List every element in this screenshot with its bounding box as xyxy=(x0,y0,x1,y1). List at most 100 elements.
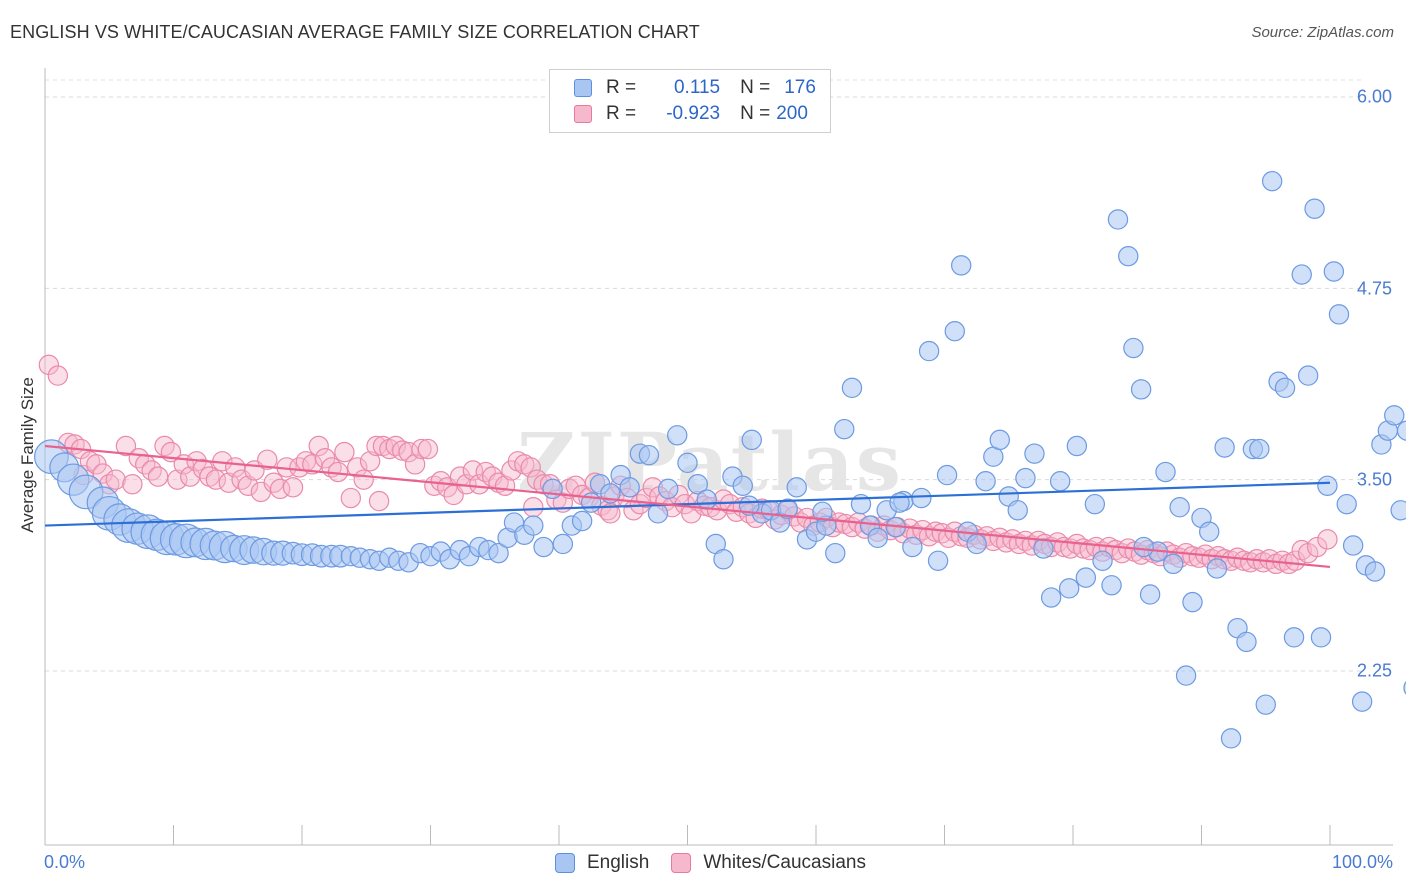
y-axis-label: Average Family Size xyxy=(18,377,37,533)
english-point xyxy=(687,474,708,495)
english-point xyxy=(1328,304,1350,325)
legend-label-white: Whites/Caucasians xyxy=(703,852,866,873)
legend-r-value: 0.115 xyxy=(673,77,721,98)
white-point xyxy=(269,478,291,500)
legend-row-white: R = -0.923 N = 200 xyxy=(574,102,808,126)
english-point xyxy=(1283,627,1305,648)
legend-n-value: 176 xyxy=(784,77,816,98)
y-tick-label: 4.75 xyxy=(1356,278,1392,299)
english-point xyxy=(533,536,554,558)
english-point xyxy=(677,452,698,474)
english-point xyxy=(1236,631,1257,653)
english-point xyxy=(927,550,949,571)
legend-item-white: Whites/Caucasians xyxy=(671,852,866,874)
english-point xyxy=(1384,405,1405,426)
legend-n-label: N = xyxy=(740,103,771,124)
english-point xyxy=(1015,467,1036,489)
english-point xyxy=(523,515,544,536)
english-point xyxy=(1214,437,1235,458)
english-point xyxy=(1024,443,1045,464)
english-point xyxy=(825,542,846,564)
correlation-legend: R = 0.115 N = 176 R = -0.923 N = 200 xyxy=(549,69,831,133)
english-point xyxy=(1304,198,1325,219)
english-point xyxy=(902,536,923,558)
english-point xyxy=(1396,420,1406,441)
legend-swatch-pink xyxy=(671,853,692,873)
english-point xyxy=(1033,538,1054,559)
english-point xyxy=(1139,584,1161,605)
white-point xyxy=(115,435,137,457)
white-point xyxy=(154,435,175,457)
chart-title: ENGLISH VS WHITE/CAUCASIAN AVERAGE FAMIL… xyxy=(10,22,700,42)
white-point xyxy=(167,469,188,490)
white-point xyxy=(523,497,544,518)
english-point xyxy=(834,418,855,440)
english-point xyxy=(975,470,996,492)
english-point xyxy=(1118,245,1139,267)
english-point xyxy=(911,487,932,509)
english-point xyxy=(741,429,762,451)
english-point xyxy=(918,340,940,362)
english-point xyxy=(936,464,958,486)
white-point xyxy=(237,475,259,496)
y-tick-label: 2.25 xyxy=(1356,660,1392,681)
legend-n-label: N = xyxy=(740,77,771,98)
english-point xyxy=(1403,680,1406,695)
english-point xyxy=(841,377,863,399)
white-point xyxy=(141,460,162,481)
source-label: Source: ZipAtlas.com xyxy=(1251,24,1394,41)
white-trend-line xyxy=(44,444,1331,569)
english-point xyxy=(1317,475,1338,496)
white-point xyxy=(122,474,143,495)
english-point xyxy=(1249,438,1270,460)
white-point xyxy=(417,438,439,460)
english-point xyxy=(1255,694,1276,715)
english-point xyxy=(1390,500,1406,521)
english-point xyxy=(1206,558,1228,579)
english-point xyxy=(667,425,688,446)
english-point xyxy=(696,489,717,510)
english-point xyxy=(966,533,987,555)
english-point xyxy=(989,429,1010,451)
english-trend-line xyxy=(44,481,1331,527)
english-point xyxy=(1133,536,1154,558)
english-point xyxy=(1101,575,1122,596)
x-tick-label: 100.0% xyxy=(1331,852,1393,872)
english-point xyxy=(713,549,734,570)
white-point xyxy=(404,454,426,475)
legend-r-label: R = xyxy=(606,77,637,98)
white-point xyxy=(92,463,114,484)
white-point xyxy=(353,469,374,490)
white-point xyxy=(334,441,355,463)
english-point xyxy=(1058,578,1080,599)
white-point xyxy=(1317,529,1338,550)
english-point xyxy=(571,510,593,532)
white-point xyxy=(308,435,329,457)
english-point xyxy=(1310,627,1332,648)
legend-r-value: -0.923 xyxy=(666,103,721,124)
white-point xyxy=(282,477,304,498)
english-point xyxy=(1364,561,1386,582)
english-point xyxy=(638,444,660,466)
english-point xyxy=(1155,461,1176,483)
white-point xyxy=(263,472,284,493)
english-point xyxy=(658,478,679,500)
english-point xyxy=(1261,170,1283,192)
english-point xyxy=(1092,550,1113,571)
english-point xyxy=(619,477,640,498)
english-point xyxy=(1182,591,1203,613)
white-point xyxy=(629,493,651,515)
legend-row-english: R = 0.115 N = 176 xyxy=(574,76,816,100)
white-point xyxy=(430,470,451,492)
english-point xyxy=(1274,377,1296,399)
english-point xyxy=(1107,209,1129,230)
white-point xyxy=(205,469,227,490)
english-point xyxy=(1336,493,1357,515)
english-point xyxy=(1123,337,1144,359)
white-point xyxy=(368,490,390,512)
english-point xyxy=(777,498,798,519)
x-tick-label: 0.0% xyxy=(44,852,86,872)
legend-label-english: English xyxy=(587,852,650,873)
english-point xyxy=(1297,365,1319,386)
